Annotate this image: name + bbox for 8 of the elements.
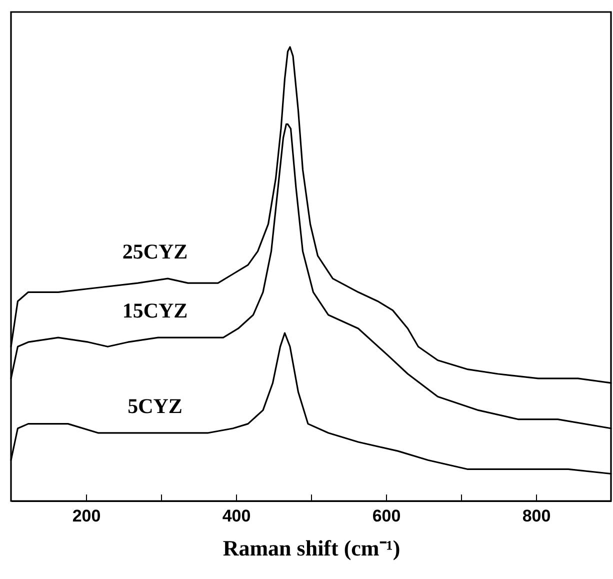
series-label: 5CYZ — [128, 394, 182, 418]
x-tick-label: 200 — [72, 506, 101, 526]
x-tick-label: 600 — [372, 506, 401, 526]
x-tick-label: 800 — [522, 506, 551, 526]
series-label: 25CYZ — [122, 240, 188, 264]
x-axis-title: Raman shift (cm⁻¹) — [222, 536, 400, 560]
x-tick-label: 400 — [222, 506, 251, 526]
series-label: 15CYZ — [122, 298, 188, 323]
